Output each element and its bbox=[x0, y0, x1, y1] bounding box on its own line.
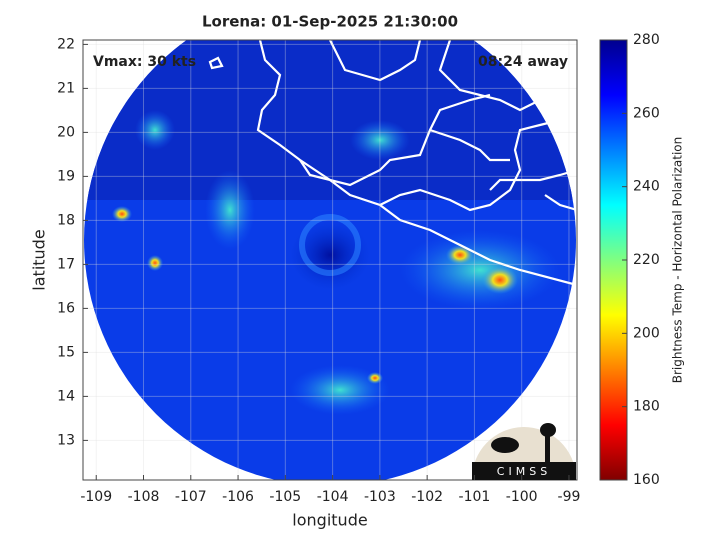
annotation: 08:24 away bbox=[478, 54, 568, 70]
y-tick-label: 18 bbox=[57, 212, 75, 228]
colorbar-label: Brightness Temp - Horizontal Polarizatio… bbox=[671, 137, 685, 384]
y-tick-label: 17 bbox=[57, 256, 75, 272]
y-tick-label: 20 bbox=[57, 124, 75, 140]
y-tick-label: 13 bbox=[57, 432, 75, 448]
chart-title: Lorena: 01-Sep-2025 21:30:00 bbox=[202, 13, 458, 31]
y-tick-label: 21 bbox=[57, 80, 75, 96]
x-axis-label: longitude bbox=[292, 511, 367, 530]
x-tick-label: -101 bbox=[459, 489, 491, 505]
x-tick-label: -99 bbox=[558, 489, 581, 505]
annotation: Vmax: 30 kts bbox=[93, 54, 196, 70]
x-tick-label: -105 bbox=[269, 489, 301, 505]
plot-area bbox=[83, 40, 577, 480]
colorbar-tick-label: 160 bbox=[633, 472, 660, 488]
y-tick-label: 14 bbox=[57, 388, 75, 404]
colorbar-tick-label: 280 bbox=[633, 32, 660, 48]
colorbar-tick-label: 180 bbox=[633, 399, 660, 415]
satellite-image bbox=[84, 40, 576, 480]
x-tick-label: -107 bbox=[175, 489, 207, 505]
x-tick-label: -109 bbox=[80, 489, 112, 505]
colorbar-tick-label: 200 bbox=[633, 325, 660, 341]
coastlines bbox=[208, 40, 577, 287]
x-tick-label: -104 bbox=[317, 489, 349, 505]
y-tick-label: 19 bbox=[57, 168, 75, 184]
axes-box bbox=[82, 39, 578, 481]
logo-text: CIMSS bbox=[497, 465, 551, 478]
x-tick-label: -102 bbox=[411, 489, 443, 505]
x-tick-label: -100 bbox=[506, 489, 538, 505]
colorbar-tick-label: 240 bbox=[633, 179, 660, 195]
x-tick-label: -108 bbox=[128, 489, 160, 505]
x-tick-label: -103 bbox=[364, 489, 396, 505]
y-tick-label: 15 bbox=[57, 344, 75, 360]
y-tick-label: 16 bbox=[57, 300, 75, 316]
logo: CIMSS bbox=[471, 423, 576, 480]
x-tick-label: -106 bbox=[222, 489, 254, 505]
y-tick-label: 22 bbox=[57, 36, 75, 52]
colorbar-tick-label: 220 bbox=[633, 252, 660, 268]
colorbar-tick-label: 260 bbox=[633, 105, 660, 121]
y-axis-label: latitude bbox=[30, 229, 49, 290]
